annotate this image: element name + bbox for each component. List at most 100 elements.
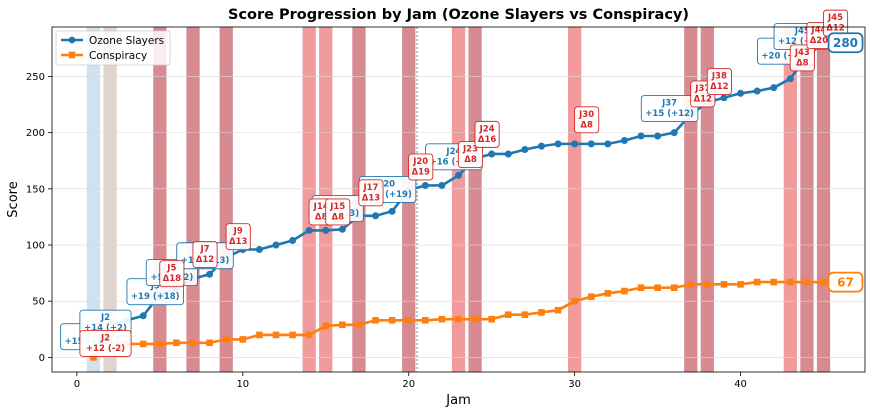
annotation-text: +19 (+19) bbox=[363, 190, 412, 200]
x-tick-label: 10 bbox=[236, 379, 249, 390]
data-point bbox=[239, 336, 247, 343]
data-point bbox=[422, 317, 429, 324]
highlight-band bbox=[816, 27, 831, 372]
plot-frame bbox=[51, 26, 866, 373]
legend-box bbox=[55, 30, 171, 66]
ozone-annotation: J2+14 (+2) bbox=[79, 309, 132, 337]
annotation-box bbox=[640, 95, 699, 122]
annotation-text: +19 (+18) bbox=[131, 292, 180, 302]
highlight-band bbox=[468, 27, 482, 372]
y-tick-label: 200 bbox=[26, 128, 45, 139]
highlight-band bbox=[302, 27, 316, 372]
data-point bbox=[637, 284, 645, 292]
annotation-text: Δ20 bbox=[810, 36, 828, 46]
y-tick-label: 250 bbox=[26, 72, 45, 83]
annotation-box bbox=[159, 260, 185, 288]
data-point bbox=[90, 354, 97, 361]
annotation-text: Δ8 bbox=[580, 120, 593, 130]
annotation-text: +16 (+16) bbox=[430, 157, 479, 167]
annotation-text: Δ13 bbox=[229, 237, 247, 247]
legend-label: Conspiracy bbox=[89, 50, 147, 62]
annotation-text: J20 bbox=[412, 157, 428, 167]
data-point bbox=[339, 321, 346, 329]
data-point bbox=[355, 321, 363, 329]
data-point bbox=[289, 237, 297, 245]
data-point bbox=[704, 281, 711, 288]
end-value-box bbox=[827, 271, 864, 293]
data-point bbox=[538, 309, 545, 316]
data-point bbox=[521, 145, 529, 153]
annotation-text: +12 (+12) bbox=[778, 37, 827, 47]
annotation-text: J20 bbox=[379, 179, 395, 189]
annotation-box bbox=[706, 68, 732, 96]
x-tick-label: 40 bbox=[734, 379, 747, 390]
annotation-text: J45 bbox=[827, 13, 843, 23]
data-point bbox=[405, 317, 413, 324]
data-point bbox=[753, 87, 761, 95]
data-point bbox=[139, 340, 147, 348]
annotation-text: J24 bbox=[479, 124, 495, 134]
annotation-text: Δ8 bbox=[332, 212, 345, 222]
data-point bbox=[206, 339, 213, 347]
x-axis-label: Jam bbox=[445, 393, 470, 408]
data-point bbox=[471, 315, 479, 323]
annotation-text: Δ8 bbox=[464, 155, 477, 165]
annotation-text: Δ19 bbox=[412, 167, 430, 177]
data-point bbox=[620, 137, 628, 145]
annotation-text: J44 bbox=[810, 25, 826, 35]
annotation-text: J30 bbox=[578, 110, 594, 120]
annotation-text: J24 bbox=[445, 147, 461, 157]
data-point bbox=[521, 311, 529, 318]
annotation-text: Δ16 bbox=[478, 135, 496, 145]
annotation-box bbox=[789, 44, 815, 72]
highlight-band bbox=[451, 27, 466, 372]
data-point bbox=[255, 246, 263, 254]
highlight-band bbox=[783, 27, 797, 372]
highlight-band bbox=[568, 27, 582, 372]
data-point bbox=[637, 132, 645, 140]
data-point bbox=[455, 315, 462, 323]
annotation-text: J23 bbox=[462, 145, 478, 155]
legend-marker bbox=[68, 36, 76, 44]
highlight-band bbox=[186, 27, 200, 372]
end-value-label: 280 bbox=[827, 32, 864, 54]
data-point bbox=[720, 281, 728, 288]
conspiracy-annotation: J2+12 (-2) bbox=[79, 329, 132, 357]
data-point bbox=[687, 281, 695, 288]
annotation-text: Δ8 bbox=[315, 212, 328, 222]
data-point bbox=[571, 297, 578, 305]
data-point bbox=[654, 284, 661, 292]
highlight-band bbox=[103, 27, 117, 372]
data-point bbox=[770, 278, 778, 286]
x-tick-label: 20 bbox=[402, 379, 415, 390]
data-point bbox=[571, 140, 579, 148]
annotation-box bbox=[457, 141, 484, 169]
highlight-band bbox=[219, 27, 233, 372]
annotation-text: +12 (-2) bbox=[86, 344, 125, 354]
data-point bbox=[753, 278, 761, 286]
data-point bbox=[820, 278, 827, 286]
data-point bbox=[587, 140, 595, 148]
data-point bbox=[504, 311, 512, 318]
annotation-text: Δ12 bbox=[196, 255, 214, 265]
data-point bbox=[803, 278, 811, 286]
annotation-text: Δ18 bbox=[163, 274, 181, 284]
y-axis-label: Score bbox=[6, 181, 21, 217]
annotation-text: +20 (+20) bbox=[761, 52, 810, 62]
x-tick-label: 0 bbox=[74, 379, 80, 390]
data-point bbox=[455, 171, 462, 179]
annotation-text: J15 bbox=[329, 202, 345, 212]
data-point bbox=[737, 89, 745, 97]
data-point bbox=[654, 132, 662, 140]
annotation-text: Δ12 bbox=[710, 82, 728, 92]
data-point bbox=[322, 322, 330, 330]
